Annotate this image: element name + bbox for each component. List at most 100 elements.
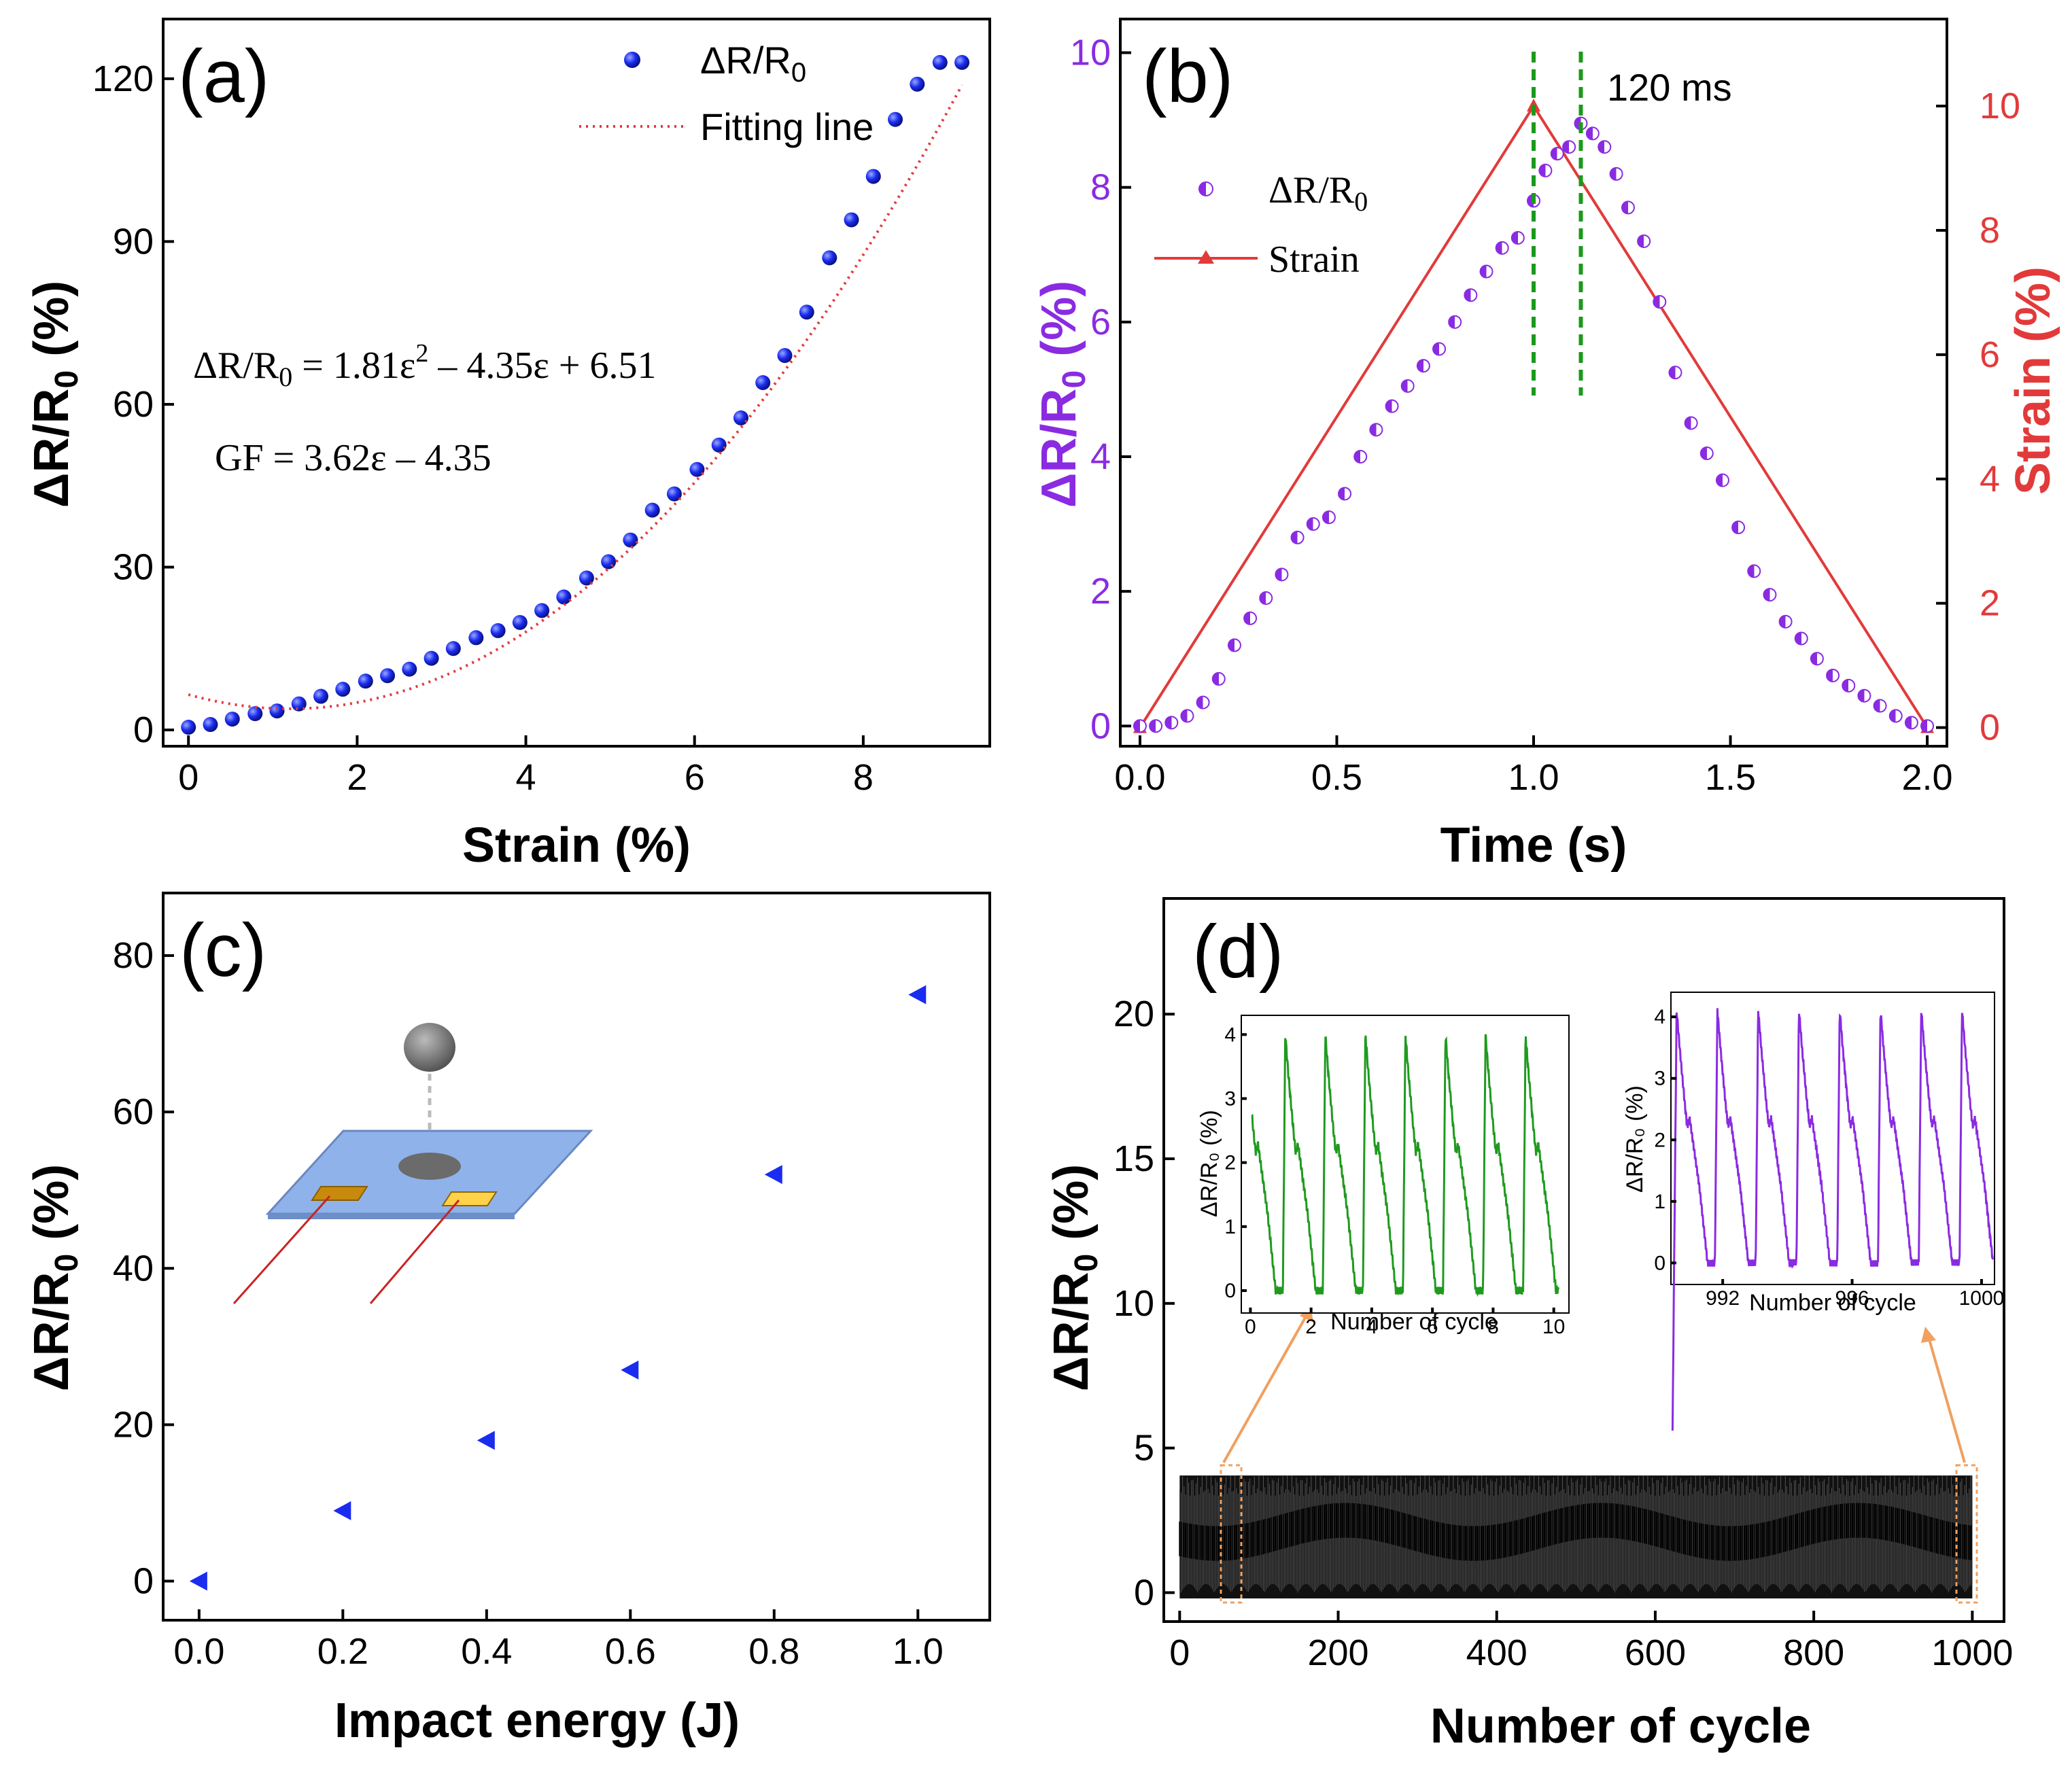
data-point (1385, 399, 1399, 413)
panel-b-vlines (1532, 52, 1583, 396)
data-point (534, 603, 550, 618)
y-tick-label: 4 (1654, 1006, 1665, 1028)
data-point (468, 630, 484, 646)
x-tick-label: 0.5 (1311, 757, 1362, 798)
data-point (1826, 668, 1840, 682)
data-point (1243, 611, 1258, 625)
data-point (181, 720, 196, 735)
data-point (490, 623, 506, 638)
y-tick-label: 30 (113, 546, 154, 587)
data-point (623, 532, 638, 548)
y-tick-label: 3 (1224, 1087, 1236, 1110)
data-point (1598, 140, 1612, 154)
data-point (755, 375, 771, 390)
data-point (1810, 652, 1824, 666)
data-point (1684, 416, 1698, 430)
panel-a-x-axis-label: Strain (%) (462, 818, 691, 873)
data-point (1290, 530, 1305, 544)
x-tick-label: 400 (1466, 1632, 1527, 1673)
panel-a-gauge-factor: GF = 3.62ε – 4.35 (215, 437, 491, 479)
inset-end-ticks: 992 996 1000 0 1 2 3 4 (1654, 1006, 2004, 1310)
data-point (477, 1431, 495, 1450)
y-tick-label: 4 (1980, 459, 2000, 500)
data-point (764, 1165, 782, 1185)
x-tick-label: 0.2 (317, 1631, 368, 1672)
data-point (445, 641, 461, 657)
data-point (621, 1360, 639, 1380)
x-tick-label: 10 (1542, 1316, 1565, 1338)
x-tick-label: 0.6 (605, 1631, 656, 1672)
x-tick-label: 1.0 (1508, 757, 1559, 798)
inset-end-signal (1671, 1008, 1995, 1431)
panel-b-points (1133, 116, 1935, 733)
y-tick-label: 15 (1113, 1138, 1154, 1179)
panel-a-legend-series2: Fitting line (700, 105, 874, 148)
data-point (1416, 359, 1430, 373)
data-point (1621, 200, 1635, 215)
data-point (1653, 295, 1667, 309)
panel-d-signal (1179, 1475, 1973, 1598)
panel-c-x-axis-label: Impact energy (J) (334, 1694, 740, 1748)
y-tick-label: 0 (1980, 707, 2000, 748)
x-tick-label: 0.4 (461, 1631, 512, 1672)
y-tick-label: 90 (113, 221, 154, 262)
data-point (380, 668, 396, 684)
inset-start-signal (1251, 1034, 1559, 1297)
data-point (335, 682, 351, 697)
inset-end-cycles: 992 996 1000 0 1 2 3 4 Number of cycle ΔR/R₀ (%… (1622, 992, 2004, 1431)
y-tick-label: 8 (1980, 210, 2000, 251)
panel-b-legend-triangle (1198, 250, 1214, 264)
data-point (908, 985, 927, 1004)
data-point (1479, 264, 1493, 279)
data-point (1668, 366, 1682, 380)
zoom-arrowhead-end (1921, 1327, 1936, 1343)
x-tick-label: 8 (1487, 1316, 1499, 1338)
panel-a-label: (a) (178, 35, 269, 118)
data-point (1550, 147, 1564, 161)
x-tick-label: 992 (1706, 1287, 1740, 1310)
y-tick-label: 8 (1090, 167, 1111, 208)
panel-a-legend-series1: ΔR/R0 (700, 39, 806, 88)
data-point (1857, 688, 1871, 703)
y-tick-label: 2 (1090, 571, 1111, 612)
data-point (1306, 517, 1320, 531)
x-tick-label: 996 (1835, 1287, 1869, 1310)
data-point (579, 570, 594, 586)
data-point (1747, 564, 1761, 578)
y-tick-label: 0 (1224, 1280, 1236, 1302)
x-tick-label: 1000 (1959, 1287, 2005, 1310)
data-point (1464, 288, 1478, 302)
panel-a-points (181, 54, 970, 735)
wire-left (232, 1195, 331, 1304)
data-point (1562, 140, 1576, 154)
data-point (189, 1571, 207, 1591)
data-point (1731, 521, 1746, 535)
y-tick-label: 10 (1113, 1283, 1154, 1324)
falling-ball-icon (404, 1023, 455, 1072)
data-point (1196, 695, 1210, 710)
data-point (1920, 719, 1935, 733)
panel-b-x-axis-label: Time (s) (1440, 818, 1627, 873)
data-point (689, 461, 705, 477)
data-point (1585, 126, 1600, 141)
panel-b-y-axis-label-right: Strain (%) (2006, 266, 2060, 495)
x-tick-label: 0 (178, 757, 198, 798)
panel-c-points (189, 985, 927, 1591)
y-tick-label: 60 (113, 384, 154, 425)
panel-b-legend-marker (1198, 181, 1213, 196)
panel-a: 0 2 4 6 8 0 30 60 90 120 (a) Strain (%) ΔR/R0 (%)… (24, 18, 991, 873)
zoom-arrow-end (1927, 1334, 1966, 1463)
panel-c-ticks: 0.0 0.2 0.4 0.6 0.8 1.0 0 20 40 60 80 (113, 935, 944, 1672)
x-tick-label: 0 (1169, 1632, 1190, 1673)
panel-c: 0.0 0.2 0.4 0.6 0.8 1.0 0 20 40 60 80 (c) Impact e… (24, 892, 991, 1748)
data-point (666, 486, 682, 502)
x-tick-label: 2.0 (1902, 757, 1953, 798)
zoom-box-start (1220, 1464, 1243, 1604)
panel-b-label: (b) (1142, 35, 1233, 118)
data-point (954, 54, 970, 70)
y-tick-label: 120 (92, 58, 154, 99)
y-tick-label: 20 (1113, 994, 1154, 1034)
data-point (777, 348, 793, 364)
panel-c-label: (c) (179, 909, 266, 992)
